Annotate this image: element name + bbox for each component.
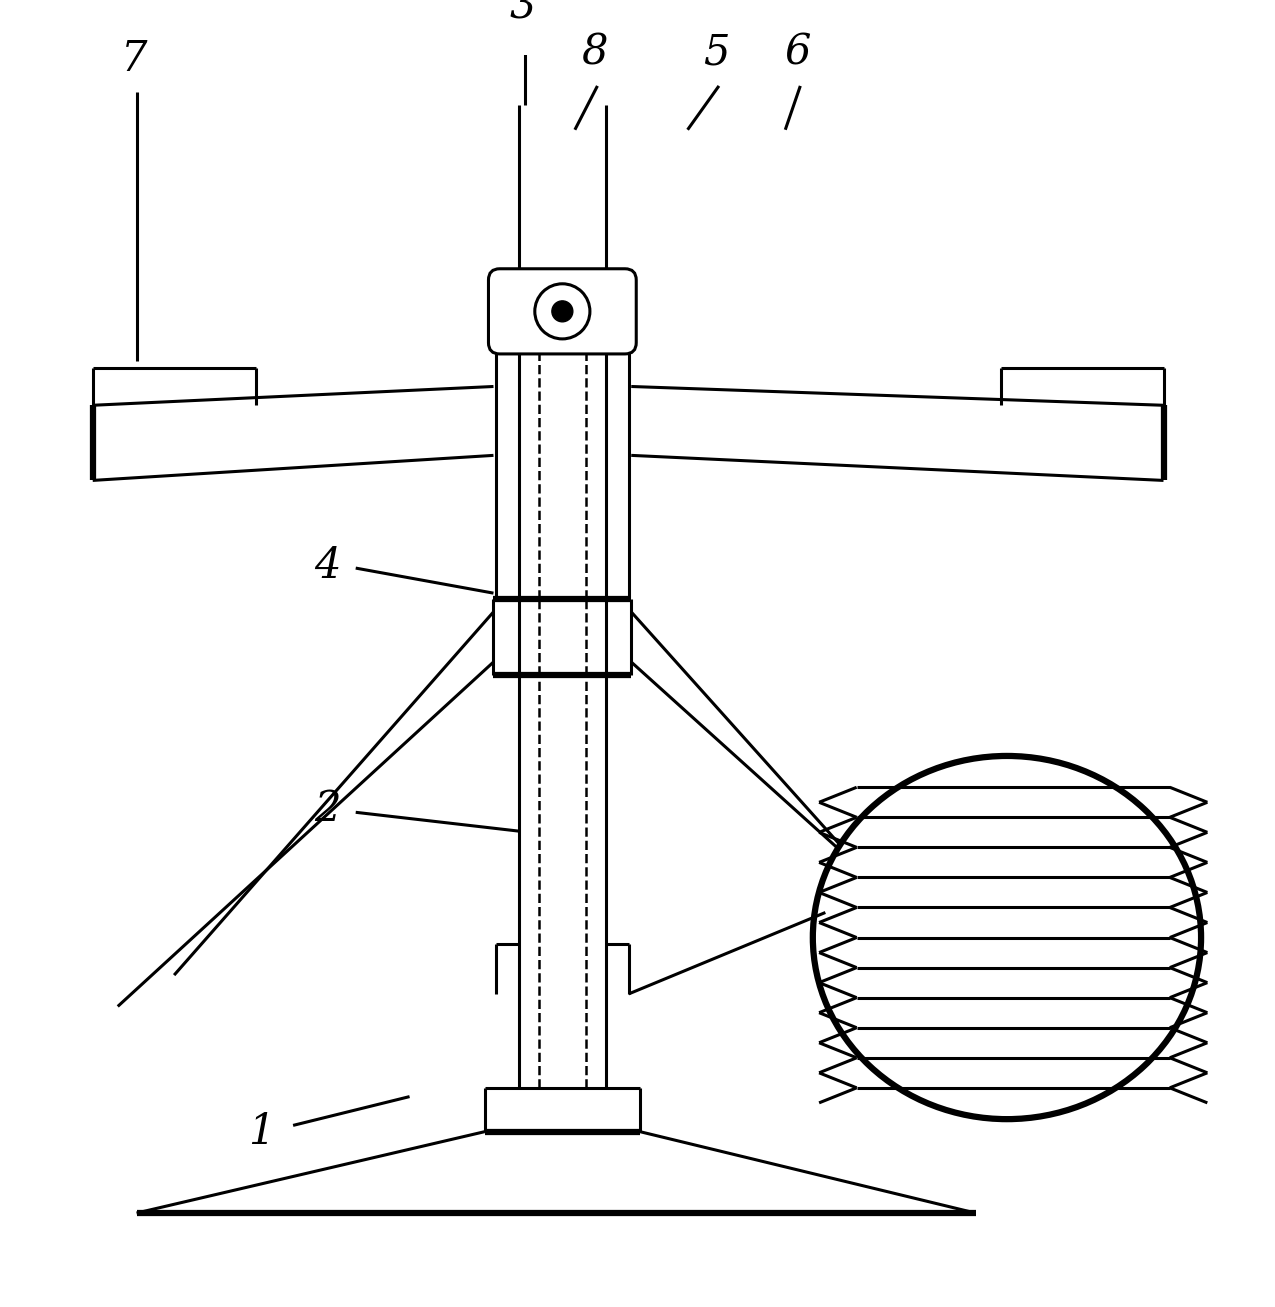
Text: 7: 7 [121, 38, 148, 80]
Text: 1: 1 [249, 1111, 275, 1153]
Text: 5: 5 [703, 31, 729, 73]
Text: 4: 4 [314, 545, 340, 587]
Text: 6: 6 [784, 31, 811, 73]
Circle shape [552, 301, 572, 322]
Text: 8: 8 [581, 31, 608, 73]
Ellipse shape [813, 755, 1201, 1119]
FancyBboxPatch shape [488, 269, 636, 354]
Text: 3: 3 [509, 0, 536, 27]
Text: 2: 2 [314, 788, 340, 830]
